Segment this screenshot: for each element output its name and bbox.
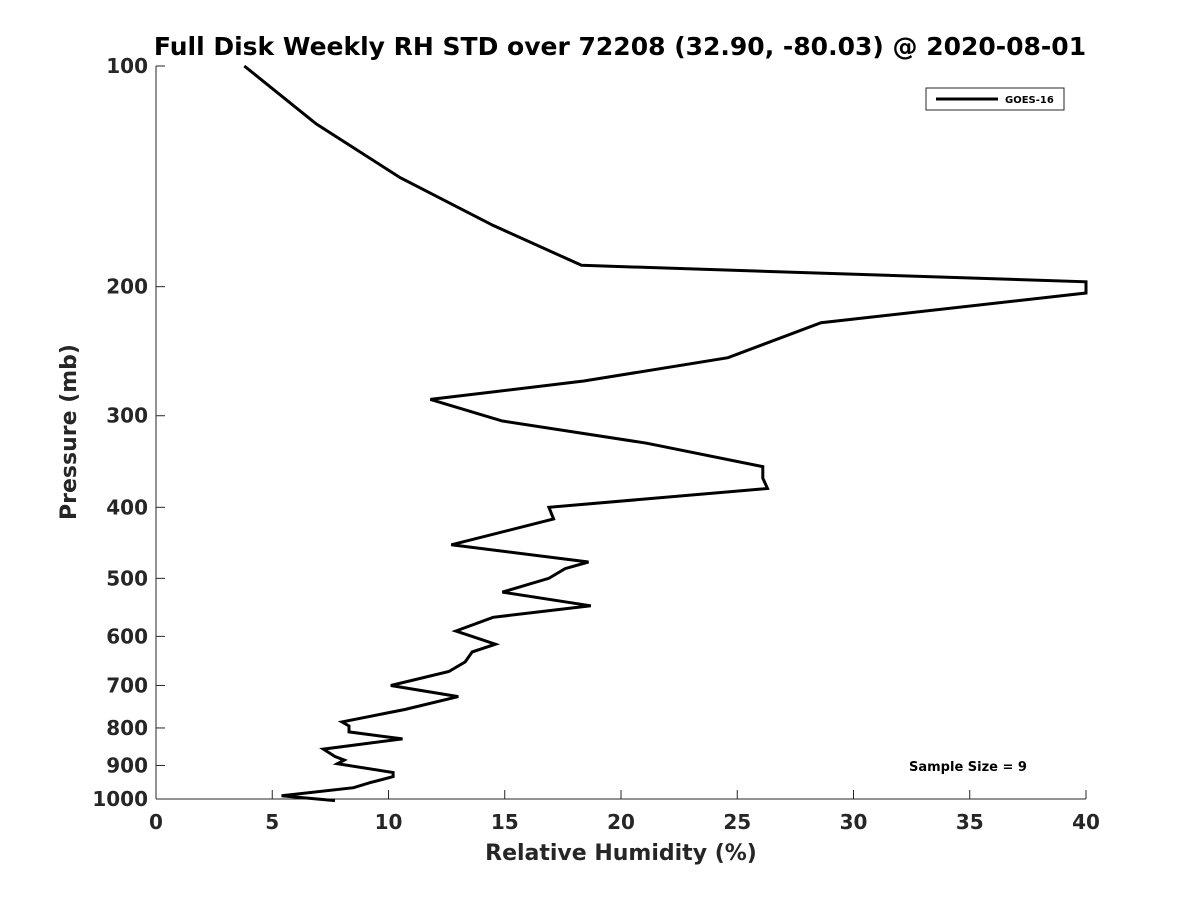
y-tick-label: 300 xyxy=(106,404,148,428)
y-tick-label: 600 xyxy=(106,624,148,648)
y-axis-label: Pressure (mb) xyxy=(57,344,82,520)
legend-label: GOES-16 xyxy=(1005,95,1054,106)
x-tick-label: 15 xyxy=(491,810,519,834)
chart-title: Full Disk Weekly RH STD over 72208 (32.9… xyxy=(154,32,1086,61)
plot-area xyxy=(155,66,1086,800)
x-tick-label: 40 xyxy=(1072,810,1100,834)
x-axis-ticks: 0 5 10 15 20 25 30 35 40 xyxy=(149,790,1100,834)
y-tick-label: 800 xyxy=(106,716,148,740)
y-tick-label: 1000 xyxy=(92,787,148,811)
y-axis-ticks: 100 200 300 400 500 600 700 800 900 1000 xyxy=(92,54,165,811)
x-axis-label: Relative Humidity (%) xyxy=(485,841,757,866)
x-tick-label: 35 xyxy=(956,810,984,834)
y-tick-label: 400 xyxy=(106,495,148,519)
x-tick-label: 25 xyxy=(723,810,751,834)
series-layer xyxy=(243,64,1088,803)
y-tick-label: 700 xyxy=(106,673,148,697)
x-tick-label: 10 xyxy=(375,810,403,834)
y-tick-label: 500 xyxy=(106,566,148,590)
y-tick-label: 100 xyxy=(106,54,148,78)
legend: GOES-16 xyxy=(925,87,1065,111)
y-tick-label: 900 xyxy=(106,753,148,777)
x-tick-label: 5 xyxy=(265,810,279,834)
y-tick-label: 200 xyxy=(106,275,148,299)
sample-size-note: Sample Size = 9 xyxy=(909,760,1027,775)
x-tick-label: 20 xyxy=(607,810,635,834)
x-tick-label: 30 xyxy=(840,810,868,834)
x-tick-label: 0 xyxy=(149,810,163,834)
series-line-goes-16 xyxy=(243,64,1088,803)
